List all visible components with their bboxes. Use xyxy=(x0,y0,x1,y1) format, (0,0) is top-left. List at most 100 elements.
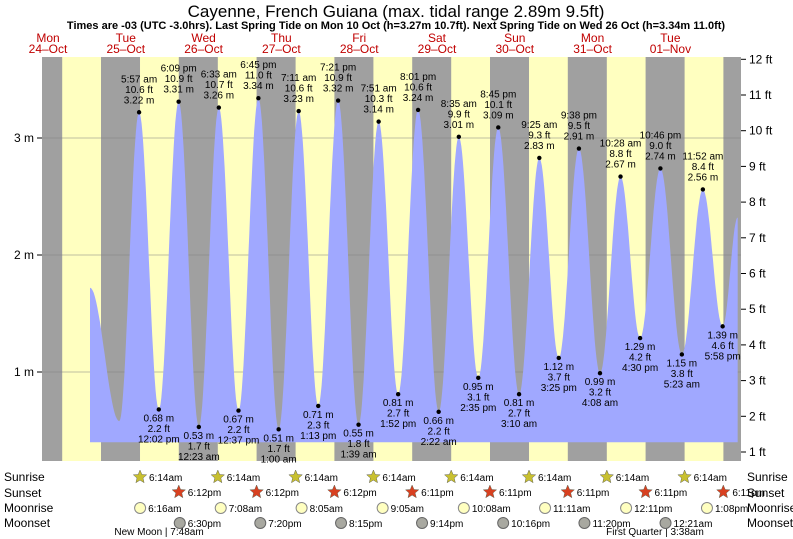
tide-label: 1.7 ft xyxy=(268,444,290,455)
tide-label: 6:09 pm xyxy=(161,64,197,75)
moonset-time: 7:20pm xyxy=(268,519,301,530)
moonrise-icon xyxy=(620,502,633,514)
moonset-icon xyxy=(659,517,672,529)
tide-label: 0.53 m xyxy=(184,431,215,442)
tide-extreme-point xyxy=(356,422,361,427)
tide-label: 0.99 m xyxy=(585,377,616,388)
moonrise-time: 1:08pm xyxy=(715,504,748,515)
tide-label: 3.32 m xyxy=(323,84,354,95)
tide-label: 2.7 ft xyxy=(387,409,409,420)
tide-label: 2:35 pm xyxy=(460,403,496,414)
chart-title: Cayenne, French Guiana (max. tidal range… xyxy=(188,2,605,21)
tide-label: 12:02 pm xyxy=(138,434,180,445)
tide-label: 9.9 ft xyxy=(448,109,470,120)
day-name: Tue xyxy=(660,31,681,45)
tide-label: 1.12 m xyxy=(543,362,574,373)
tide-label: 9:38 pm xyxy=(561,111,597,122)
day-name: Sun xyxy=(504,31,525,45)
tide-label: 3:25 pm xyxy=(541,383,577,394)
tide-label: 10.6 ft xyxy=(285,84,313,95)
moonrise-icon xyxy=(457,502,470,514)
tide-label: 0.81 m xyxy=(504,398,535,409)
tide-label: 8:45 pm xyxy=(480,89,516,100)
sunrise-time: 6:14am xyxy=(694,473,727,484)
tide-label: 9:25 am xyxy=(521,120,557,131)
tide-extreme-point xyxy=(436,409,441,414)
sunrise-time: 6:14am xyxy=(382,473,415,484)
moonrise-time: 6:16am xyxy=(148,504,181,515)
tide-label: 8:35 am xyxy=(441,99,477,110)
tide-extreme-point xyxy=(516,392,522,397)
tide-extreme-point xyxy=(236,408,241,413)
sunrise-row-label-right: Sunrise xyxy=(747,470,788,484)
tide-label: 0.55 m xyxy=(343,429,374,440)
moonset-time: 11:20pm xyxy=(592,519,630,530)
tide-label: 2.83 m xyxy=(524,141,555,152)
tide-label: 3:10 am xyxy=(501,419,537,430)
tide-label: 0.81 m xyxy=(383,398,414,409)
y-tick-label-ft: 7 ft xyxy=(749,231,766,245)
tide-label: 10.7 ft xyxy=(205,80,233,91)
tide-label: 3.01 m xyxy=(444,120,475,131)
tide-extreme-point xyxy=(415,107,421,113)
tide-label: 9.5 ft xyxy=(568,121,590,132)
day-name: Mon xyxy=(36,31,59,45)
sunset-time: 6:11pm xyxy=(499,488,532,499)
day-date: 26–Oct xyxy=(184,42,223,56)
moonrise-icon xyxy=(539,502,552,514)
tide-label: 2:22 am xyxy=(421,437,457,448)
tide-extreme-point xyxy=(476,375,481,381)
sunrise-icon xyxy=(443,469,459,484)
y-tick-label-ft: 10 ft xyxy=(749,124,773,138)
tide-label: 1.39 m xyxy=(707,330,738,341)
day-date: 24–Oct xyxy=(29,42,68,56)
sunset-row-label-right: Sunset xyxy=(747,486,785,500)
y-tick-label-ft: 12 ft xyxy=(749,52,773,66)
day-name: Tue xyxy=(116,31,137,45)
tide-label: 1:52 pm xyxy=(380,419,416,430)
day-name: Mon xyxy=(581,31,604,45)
moonrise-time: 7:08am xyxy=(229,504,262,515)
sunset-icon xyxy=(560,484,576,499)
sun-moon-rows: Sunrise Sunset Moonrise Moonset Sunrise … xyxy=(4,469,793,538)
moonset-icon xyxy=(416,517,429,529)
tide-label: 8:01 pm xyxy=(400,72,436,83)
sunrise-icon xyxy=(599,469,615,484)
tide-label: 3.22 m xyxy=(124,95,155,106)
tide-label: 3.24 m xyxy=(403,93,434,104)
tide-label: 10.9 ft xyxy=(324,73,352,84)
tide-label: 2.2 ft xyxy=(227,425,249,436)
tide-label: 10.9 ft xyxy=(165,74,193,85)
tide-label: 10.6 ft xyxy=(125,85,153,96)
sunset-time: 6:11pm xyxy=(577,488,610,499)
sunrise-icon xyxy=(132,469,148,484)
sunrise-time: 6:14am xyxy=(538,473,571,484)
y-tick-label-ft: 9 ft xyxy=(749,159,766,173)
tide-label: 5:23 am xyxy=(664,379,700,390)
tide-extreme-point xyxy=(335,98,341,103)
tide-extreme-point xyxy=(456,134,462,140)
moonrise-icon xyxy=(295,502,308,514)
tide-label: 8.4 ft xyxy=(692,162,714,173)
tide-extreme-point xyxy=(700,187,706,192)
chart-subtitle: Times are -03 (UTC -3.0hrs). Last Spring… xyxy=(67,20,725,32)
tide-label: 3.7 ft xyxy=(548,372,570,383)
tide-extreme-point xyxy=(576,146,582,151)
tide-label: 3.14 m xyxy=(363,105,394,116)
tide-label: 1.29 m xyxy=(625,342,656,353)
sunrise-icon xyxy=(210,469,226,484)
sunrise-time: 6:14am xyxy=(305,473,338,484)
day-date: 25–Oct xyxy=(106,42,145,56)
tide-label: 9.0 ft xyxy=(649,141,671,152)
tide-label: 5:57 am xyxy=(121,74,157,85)
sunset-time: 6:11pm xyxy=(421,488,454,499)
tide-extreme-point xyxy=(176,99,181,104)
tide-label: 6:45 pm xyxy=(240,60,276,71)
tide-label: 2.91 m xyxy=(564,132,595,143)
moonrise-icon xyxy=(214,502,227,514)
tide-label: 7:21 pm xyxy=(320,63,356,74)
tide-label: 6:33 am xyxy=(201,70,237,81)
tide-label: 1:00 am xyxy=(261,454,297,465)
tide-label: 0.67 m xyxy=(223,415,254,426)
